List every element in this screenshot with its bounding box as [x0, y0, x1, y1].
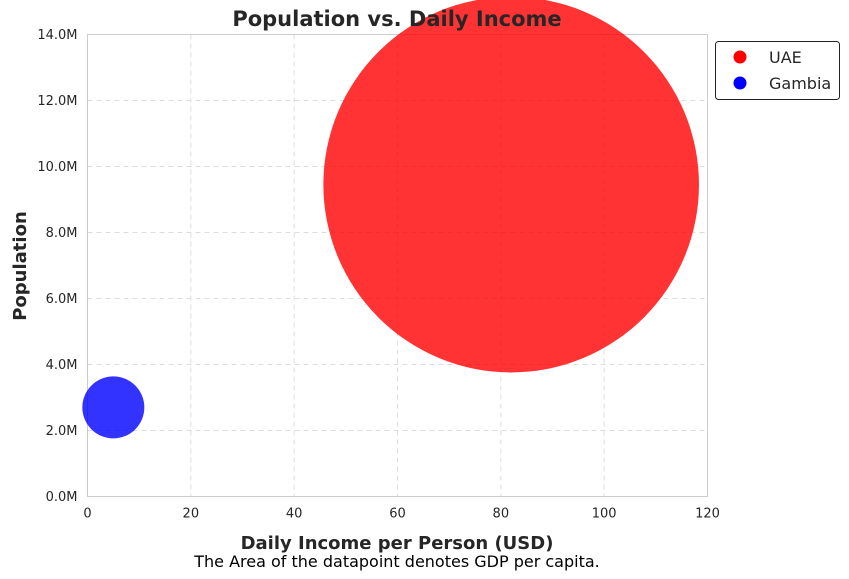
legend-marker-gambia	[733, 76, 747, 90]
legend-marker-uae	[733, 50, 747, 64]
x-tick-label: 20	[183, 507, 200, 522]
x-tick-label: 40	[286, 507, 303, 522]
x-tick-label: 100	[592, 507, 617, 522]
y-tick-label: 10.0M	[37, 160, 77, 175]
y-tick-label: 12.0M	[37, 94, 77, 109]
x-axis-label: Daily Income per Person (USD)	[241, 533, 554, 554]
y-tick-label: 4.0M	[46, 358, 78, 373]
plot-area	[87, 34, 708, 497]
y-tick-label: 0.0M	[46, 490, 78, 505]
legend-label-gambia: Gambia	[769, 74, 831, 93]
y-axis-ticks: 0.0M 2.0M 4.0M 6.0M 8.0M 10.0M 12.0M 14.0M	[37, 28, 77, 505]
x-tick-label: 0	[83, 507, 91, 522]
legend-label-uae: UAE	[769, 48, 802, 67]
x-tick-label: 120	[695, 507, 720, 522]
x-tick-label: 80	[493, 507, 510, 522]
y-tick-label: 2.0M	[46, 424, 78, 439]
bubble-uae	[323, 0, 699, 373]
legend: UAE Gambia	[715, 41, 840, 100]
x-axis-ticks: 0 20 40 60 80 100 120	[83, 507, 720, 522]
legend-box	[715, 41, 840, 100]
x-tick-label: 60	[389, 507, 406, 522]
bubbles	[82, 0, 699, 439]
y-axis-label: Population	[10, 211, 31, 321]
y-tick-label: 8.0M	[46, 226, 78, 241]
bubble-gambia	[82, 376, 145, 439]
caption: The Area of the datapoint denotes GDP pe…	[193, 552, 599, 571]
chart-title: Population vs. Daily Income	[232, 7, 561, 31]
y-tick-label: 14.0M	[37, 28, 77, 43]
y-tick-label: 6.0M	[46, 292, 78, 307]
